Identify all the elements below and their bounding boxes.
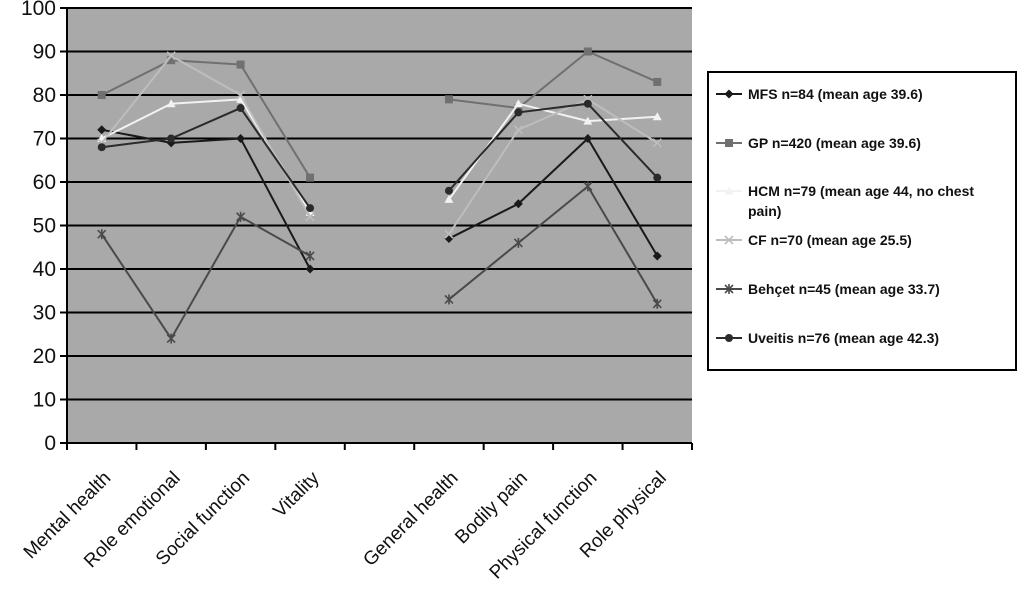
- data-point: [513, 199, 523, 209]
- series-line: [448, 136, 659, 257]
- series-line: [448, 102, 659, 192]
- legend-marker: [724, 89, 734, 99]
- legend-item: CF n=70 (mean age 25.5): [716, 232, 912, 248]
- data-point: [236, 90, 246, 100]
- data-point: [652, 251, 662, 261]
- legend-marker: [724, 235, 734, 245]
- marker-stroke: [724, 235, 734, 245]
- data-point: [305, 264, 315, 274]
- legend-label: MFS n=84 (mean age 39.6): [748, 86, 923, 102]
- legend-label: Behçet n=45 (mean age 33.7): [748, 281, 940, 297]
- data-point: [653, 173, 662, 182]
- plot-area: [67, 7, 692, 444]
- data-point: [583, 116, 593, 125]
- series-6: [97, 99, 662, 213]
- y-tick-label: 90: [33, 41, 56, 64]
- data-point: [306, 204, 315, 213]
- data-point: [652, 298, 662, 309]
- data-point: [514, 104, 523, 113]
- data-point: [444, 95, 453, 104]
- series-4: [97, 51, 662, 239]
- legend-item: HCM n=79 (mean age 44, no chest pain): [716, 183, 974, 219]
- data-point: [166, 333, 176, 344]
- marker-stroke: [236, 90, 246, 100]
- data-point: [167, 134, 176, 143]
- data-point: [514, 108, 523, 117]
- series-line: [100, 215, 311, 341]
- y-tick-label: 40: [33, 258, 56, 281]
- data-point: [166, 99, 176, 108]
- legend-item: Behçet n=45 (mean age 33.7): [716, 281, 940, 297]
- data-point: [236, 134, 246, 143]
- data-point: [97, 125, 107, 135]
- y-tick-label: 0: [44, 432, 56, 455]
- data-point: [583, 99, 592, 108]
- data-point: [167, 56, 176, 65]
- legend-label: CF n=70 (mean age 25.5): [748, 232, 912, 248]
- legend-marker: [724, 186, 734, 195]
- data-point: [513, 125, 523, 135]
- data-point: [513, 99, 523, 108]
- legend-label: HCM n=79 (mean age 44, no chest: [748, 183, 974, 199]
- data-point: [444, 229, 454, 239]
- y-tick-label: 70: [33, 128, 56, 151]
- legend-label: pain): [748, 203, 781, 219]
- y-tick-label: 100: [21, 0, 56, 20]
- y-tick-label: 80: [33, 84, 56, 107]
- data-point: [97, 143, 106, 152]
- series-line: [101, 106, 311, 209]
- legend-item: GP n=420 (mean age 39.6): [716, 135, 921, 151]
- data-point: [236, 104, 245, 113]
- data-point: [444, 294, 454, 305]
- marker-stroke: [652, 138, 662, 148]
- data-point: [583, 181, 593, 192]
- data-point: [236, 211, 246, 222]
- series-line: [448, 50, 658, 110]
- data-point: [166, 51, 176, 61]
- legend-marker: [724, 284, 734, 294]
- marker-stroke: [513, 125, 523, 135]
- data-point: [236, 60, 245, 69]
- marker-stroke: [166, 51, 176, 61]
- marker-stroke: [305, 212, 315, 222]
- series-group: [97, 47, 662, 344]
- data-point: [583, 47, 592, 56]
- series-line: [100, 54, 311, 218]
- series-5: [97, 181, 662, 344]
- legend-marker: [725, 139, 733, 147]
- series-line: [101, 59, 311, 179]
- legend-item: MFS n=84 (mean age 39.6): [716, 86, 923, 102]
- series-2: [97, 47, 662, 182]
- data-point: [306, 173, 315, 182]
- legend-label: Uveitis n=76 (mean age 42.3): [748, 330, 939, 346]
- legend-label: GP n=420 (mean age 39.6): [748, 135, 921, 151]
- legend-item: Uveitis n=76 (mean age 42.3): [716, 330, 939, 346]
- series-line: [448, 98, 658, 235]
- data-point: [97, 229, 107, 240]
- legend-marker: [725, 334, 733, 342]
- legend: MFS n=84 (mean age 39.6) GP n=420 (mean a…: [707, 71, 1017, 371]
- series-line: [101, 128, 311, 270]
- y-tick-label: 60: [33, 171, 56, 194]
- data-point: [97, 91, 106, 99]
- marker-stroke: [444, 229, 454, 239]
- series-line: [448, 184, 659, 305]
- data-point: [444, 194, 454, 203]
- y-tick-label: 30: [33, 302, 56, 325]
- data-point: [305, 250, 315, 261]
- data-point: [652, 138, 662, 148]
- data-point: [652, 112, 662, 121]
- data-point: [305, 212, 315, 222]
- y-tick-label: 50: [33, 215, 56, 238]
- data-point: [653, 77, 662, 86]
- x-category-label: Vitality: [269, 467, 324, 522]
- y-tick-label: 10: [33, 389, 56, 412]
- data-point: [583, 134, 593, 143]
- y-tick-label: 20: [33, 345, 56, 368]
- x-category-label: General health: [359, 468, 462, 571]
- data-point: [513, 237, 523, 248]
- legend-box: [707, 71, 1017, 371]
- data-point: [444, 186, 453, 195]
